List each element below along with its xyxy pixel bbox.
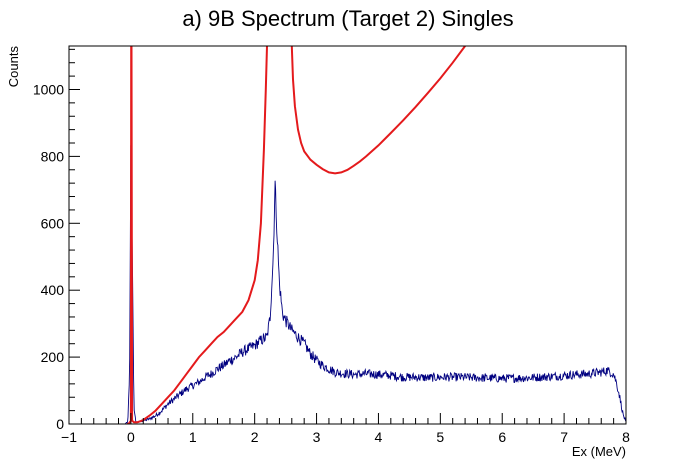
chart-title: a) 9B Spectrum (Target 2) Singles: [182, 6, 514, 31]
x-tick-label: 3: [313, 429, 321, 445]
x-tick-label: 4: [375, 429, 383, 445]
histogram-series: [124, 145, 626, 424]
y-tick-label: 200: [41, 349, 65, 365]
y-tick-label: 1000: [33, 81, 64, 97]
x-tick-label: 8: [622, 429, 630, 445]
y-tick-label: 400: [41, 282, 65, 298]
x-tick-label: 6: [498, 429, 506, 445]
x-tick-label: 5: [436, 429, 444, 445]
y-tick-label: 800: [41, 148, 65, 164]
fit-curve-series: [290, 46, 466, 175]
x-tick-label: 7: [560, 429, 568, 445]
x-tick-label: −1: [61, 429, 77, 445]
x-axis-label: Ex (MeV): [572, 444, 626, 459]
y-tick-label: 600: [41, 215, 65, 231]
x-tick-label: 1: [189, 429, 197, 445]
plot-frame: [68, 45, 627, 425]
fit-curve-series: [126, 46, 268, 424]
x-tick-label: 0: [127, 429, 135, 445]
y-tick-label: 0: [56, 416, 64, 432]
x-tick-label: 2: [251, 429, 259, 445]
y-axis-label: Counts: [6, 46, 21, 88]
